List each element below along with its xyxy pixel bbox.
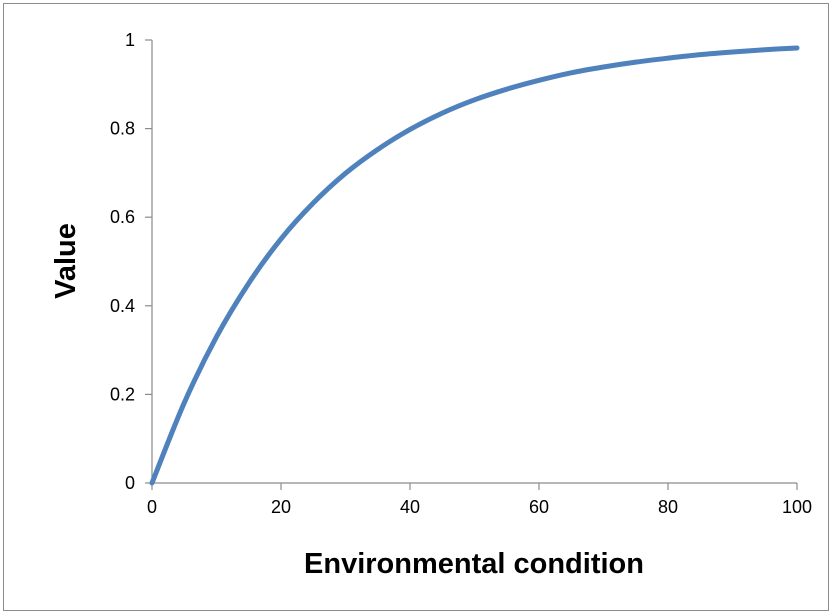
series-layer [149,45,800,486]
y-tick-label: 0.8 [110,119,135,139]
y-tick-label: 0.6 [110,207,135,227]
x-tick-label: 100 [782,497,812,517]
y-tick-label: 0 [125,473,135,493]
y-ticks: 0 0.2 0.4 0.6 0.8 1 [110,30,152,493]
axes [151,40,797,484]
chart-area [3,3,829,611]
x-tick-label: 60 [529,497,549,517]
y-tick-label: 0.4 [110,296,135,316]
x-axis-title: Environmental condition [304,548,644,580]
x-tick-label: 20 [271,497,291,517]
series-line [149,45,800,486]
y-tick-label: 0.2 [110,384,135,404]
x-tick-label: 40 [400,497,420,517]
x-tick-label: 80 [658,497,678,517]
x-tick-label: 0 [147,497,157,517]
y-axis-title: Value [50,223,82,299]
x-ticks: 0 20 40 60 80 100 [147,483,812,517]
y-tick-label: 1 [125,30,135,50]
